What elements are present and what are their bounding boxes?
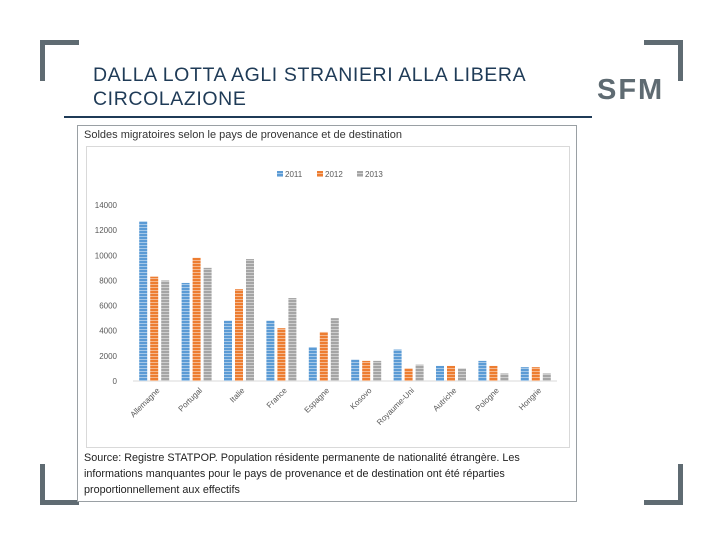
corner-bracket-top-right	[644, 40, 683, 81]
bar-france-2011	[266, 320, 275, 381]
bar-allemagne-2011	[139, 221, 148, 381]
y-tick-label: 0	[113, 377, 118, 386]
y-tick-label: 6000	[99, 302, 117, 311]
bar-kosovo-2011	[351, 359, 360, 381]
bar-autriche-2012	[447, 365, 455, 381]
bar-italie-2013	[246, 259, 254, 381]
bar-pologne-2013	[500, 373, 509, 381]
x-tick-label: Allemagne	[129, 386, 162, 419]
bar-hongrie-2013	[542, 373, 551, 381]
bar-pologne-2011	[478, 360, 487, 381]
bar-france-2012	[277, 328, 286, 381]
slide-title: DALLA LOTTA AGLI STRANIERI ALLA LIBERA C…	[93, 63, 593, 111]
x-tick-label: France	[265, 386, 289, 410]
chart-area: 0 2000 4000 6000 8000 10000 12000 14000 Allemagn…	[86, 146, 570, 448]
title-underline	[64, 116, 592, 118]
legend-swatch-2011	[277, 171, 283, 177]
legend-label: 2013	[365, 170, 383, 179]
bar-espagne-2011	[308, 347, 317, 381]
y-tick-label: 12000	[95, 226, 118, 235]
y-tick-label: 4000	[99, 327, 117, 336]
bar-espagne-2013	[330, 318, 339, 381]
corner-bracket-bottom-left	[40, 464, 79, 505]
legend-swatch-2013	[357, 171, 363, 177]
y-tick-label: 10000	[95, 251, 118, 260]
figure-source-note: Source: Registre STATPOP. Population rés…	[84, 450, 568, 499]
y-tick-label: 2000	[99, 352, 117, 361]
y-tick-label: 8000	[99, 276, 117, 285]
chart-figure: Soldes migratoires selon le pays de prov…	[77, 125, 577, 502]
x-tick-label: Portugal	[177, 386, 205, 414]
bar-allemagne-2013	[161, 280, 170, 381]
x-tick-label: Hongrie	[517, 386, 544, 413]
bar-italie-2012	[235, 289, 243, 381]
bar-pologne-2012	[489, 365, 498, 381]
bar-hongrie-2011	[520, 367, 529, 381]
x-tick-label: Kosovo	[348, 386, 374, 412]
bar-france-2013	[288, 298, 297, 381]
x-tick-label: Espagne	[303, 386, 332, 415]
source-line-3: proportionnellement aux effectifs	[84, 484, 240, 497]
bar-hongrie-2012	[531, 367, 540, 381]
legend-label: 2011	[285, 170, 303, 179]
bar-espagne-2012	[319, 331, 328, 381]
bar-autriche-2013	[458, 368, 466, 381]
slide-title-line-2: CIRCOLAZIONE	[93, 88, 247, 110]
x-tick-label: Royaume-Uni	[375, 386, 416, 427]
legend-swatch-2012	[317, 171, 323, 177]
bar-autriche-2011	[436, 365, 444, 381]
bar-portugal-2013	[203, 267, 212, 381]
bar-portugal-2011	[181, 282, 190, 381]
bar-kosovo-2012	[362, 360, 371, 381]
legend-label: 2012	[325, 170, 343, 179]
sfm-logo: SFM	[597, 74, 665, 106]
slide-title-line-1: DALLA LOTTA AGLI STRANIERI ALLA LIBERA	[93, 64, 527, 86]
bar-allemagne-2012	[150, 276, 159, 381]
bar-italie-2011	[224, 320, 232, 381]
bar-chart: 0 2000 4000 6000 8000 10000 12000 14000 Allemagn…	[95, 170, 557, 427]
bar-portugal-2012	[192, 257, 201, 381]
corner-bracket-bottom-right	[644, 464, 683, 505]
bar-royaume-uni-2013	[415, 364, 424, 381]
bar-kosovo-2013	[373, 360, 382, 381]
bar-royaume-uni-2012	[404, 368, 413, 381]
corner-bracket-top-left	[40, 40, 79, 81]
figure-title: Soldes migratoires selon le pays de prov…	[84, 129, 402, 141]
bar-royaume-uni-2011	[393, 349, 402, 381]
x-tick-label: Pologne	[474, 386, 502, 414]
x-tick-label: Italie	[228, 386, 247, 405]
x-tick-label: Autriche	[431, 386, 459, 414]
y-tick-label: 14000	[95, 201, 118, 210]
source-line-1: Source: Registre STATPOP. Population rés…	[84, 452, 520, 464]
source-line-2: informations manquantes pour le pays de …	[84, 468, 505, 481]
